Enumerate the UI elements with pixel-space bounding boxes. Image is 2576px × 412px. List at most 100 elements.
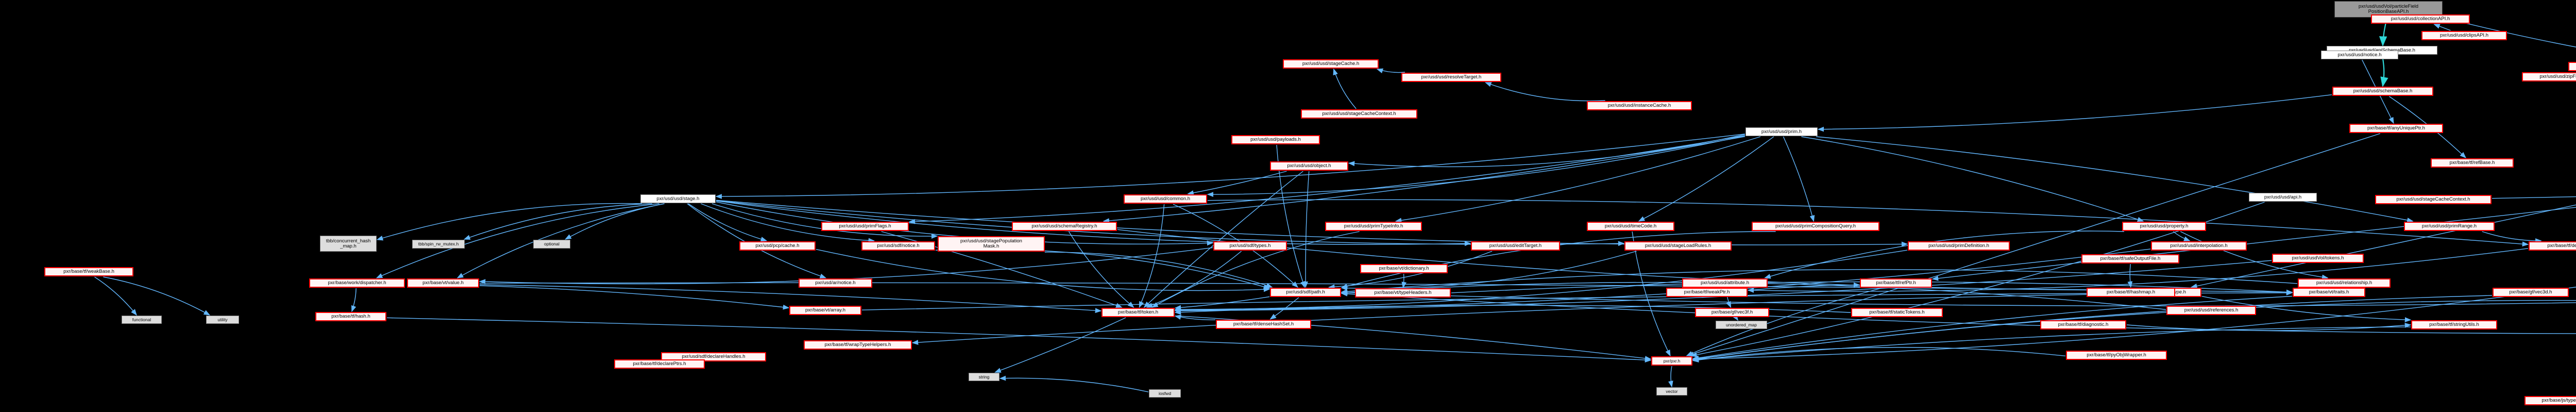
graph-node[interactable]: pxr/usd/usd/property.h	[2122, 222, 2206, 231]
graph-node[interactable]: pxr/base/tf/hash.h	[315, 312, 386, 321]
graph-node[interactable]: pxr/usd/usd/schemaBase.h	[2332, 87, 2433, 96]
graph-edge	[2126, 323, 2412, 331]
graph-node[interactable]: pxr/base/tf/staticTokens.h	[1851, 308, 1943, 317]
graph-node[interactable]: pxr/usd/usd/relationship.h	[2298, 278, 2391, 288]
graph-edge	[1816, 136, 2414, 223]
graph-node[interactable]: pxr/base/tf/anyUniquePtr.h	[2349, 124, 2443, 133]
graph-node[interactable]: pxr/base/tf/stringUtils.h	[2411, 320, 2497, 329]
graph-node[interactable]: pxr/usd/sdf/path.h	[1270, 288, 1341, 297]
graph-edge	[999, 375, 1149, 392]
graph-edge	[463, 203, 652, 240]
graph-edge	[711, 203, 938, 239]
graph-node[interactable]: pxr/base/tf/denseHashSet.h	[1216, 320, 1311, 329]
graph-node[interactable]: pxr/usd/usd/payloads.h	[1231, 135, 1320, 144]
graph-edge	[1174, 315, 1216, 320]
graph-edge	[1376, 68, 1405, 74]
graph-node[interactable]: pxr/usd/usd/stageCache.h	[1283, 59, 1379, 69]
graph-edge	[1668, 366, 1673, 388]
graph-node[interactable]: iosfwd	[1149, 389, 1181, 398]
graph-node[interactable]: pxr/base/tf/weakPtr.h	[1666, 288, 1748, 297]
graph-node[interactable]: pxr/base/tf/refBase.h	[2431, 158, 2514, 168]
graph-edge	[1931, 207, 2576, 281]
graph-node[interactable]: pxr/base/tf/wrapTypeHelpers.h	[804, 340, 912, 350]
graph-node[interactable]: pxr/usd/usd/timeCode.h	[1587, 222, 1674, 231]
graph-edge	[386, 317, 1652, 363]
graph-node[interactable]: pxr/usd/usd/schemaRegistry.h	[1012, 222, 1117, 231]
graph-node[interactable]: pxr/usd/usd/crateInfo.h	[2568, 62, 2576, 71]
graph-node[interactable]: pxr/base/tf/pyObjWrapper.h	[2066, 351, 2167, 360]
graph-edge	[2433, 24, 2451, 31]
graph-edge	[994, 317, 1126, 373]
graph-node[interactable]: pxr/usd/usd/primCompositionQuery.h	[1752, 222, 1879, 231]
graph-node[interactable]: pxr/usd/usd/notice.h	[2321, 51, 2398, 59]
graph-node[interactable]: pxr/usd/sdf/notice.h	[861, 241, 935, 251]
graph-node[interactable]: pxr/usd/usd/prim.h	[1745, 127, 1818, 136]
graph-edge	[1732, 314, 1739, 321]
graph-edge	[2127, 263, 2133, 288]
graph-edge	[479, 285, 790, 310]
graph-node[interactable]: pxr/usd/ar/notice.h	[799, 278, 872, 288]
graph-node[interactable]: pxr/usd/usd/stageCacheContext.h	[2375, 195, 2492, 204]
graph-edge	[1143, 171, 1303, 308]
graph-node[interactable]: pxr/usd/usd/object.h	[1270, 161, 1348, 171]
graph-edge	[2380, 55, 2388, 88]
graph-node[interactable]: pxr/pxr.h	[1651, 356, 1692, 366]
graph-node[interactable]: pxr/usd/usd/primRange.h	[2404, 222, 2495, 231]
graph-node[interactable]: pxr/base/gf/vec3d.h	[2493, 288, 2569, 297]
graph-node[interactable]: pxr/usd/usd/attribute.h	[1682, 278, 1768, 288]
graph-node[interactable]: pxr/usd/usd/interpolation.h	[2151, 241, 2247, 251]
graph-node[interactable]: pxr/usd/usd/stageCacheContext.h	[1301, 109, 1417, 119]
graph-node[interactable]: pxr/usd/sdf/types.h	[1213, 241, 1287, 251]
graph-node[interactable]: tbb/concurrent_hash _map.h	[320, 236, 377, 252]
graph-node[interactable]: pxr/usd/usd/stageLoadRules.h	[1624, 241, 1732, 251]
graph-node[interactable]: pxr/usd/usd/primFlags.h	[821, 222, 909, 231]
graph-edge	[1341, 291, 2576, 334]
graph-node[interactable]: pxr/usd/usd/resolveTarget.h	[1401, 73, 1501, 82]
graph-node[interactable]: pxr/base/tf/refPtr.h	[1860, 278, 1932, 288]
graph-edge	[351, 288, 357, 312]
graph-node[interactable]: optional	[533, 240, 570, 249]
graph-node[interactable]: tbb/spin_rw_mutex.h	[412, 240, 465, 249]
graph-node[interactable]: string	[969, 373, 999, 381]
graph-node[interactable]: pxr/base/tf/declarePtrs.h	[614, 359, 705, 369]
graph-node[interactable]: pxr/base/tf/safeOutputFile.h	[2081, 254, 2179, 263]
graph-node[interactable]: pxr/base/vt/dictionary.h	[1360, 264, 1448, 273]
graph-edge	[1783, 136, 1815, 222]
graph-edge	[911, 293, 2133, 345]
graph-node[interactable]: pxr/base/tf/weakBase.h	[44, 267, 133, 276]
graph-node[interactable]: functional	[122, 316, 162, 324]
graph-node[interactable]: pxr/usd/usdVol/tokens.h	[2272, 254, 2364, 263]
graph-node[interactable]: pxr/base/tf/declarePtrs.h	[2529, 241, 2576, 251]
graph-node[interactable]: pxr/base/tf/diagnostic.h	[2040, 320, 2126, 329]
graph-edge	[1638, 136, 1774, 222]
graph-node[interactable]: pxr/base/work/dispatcher.h	[309, 278, 405, 288]
graph-node[interactable]: pxr/base/vt/traits.h	[2293, 288, 2365, 297]
graph-node[interactable]: utility	[206, 316, 239, 324]
graph-node[interactable]: pxr/usd/usd/references.h	[2166, 306, 2256, 315]
graph-node[interactable]: pxr/usd/usd/collectionAPI.h	[2371, 14, 2470, 24]
graph-edge	[1117, 229, 2133, 293]
graph-node[interactable]: pxr/usd/usd/stage.h	[640, 194, 716, 203]
graph-edge	[861, 290, 2293, 310]
graph-node[interactable]: pxr/usd/usd/instanceCache.h	[1587, 101, 1692, 110]
graph-node[interactable]: pxr/usd/usd/api.h	[2249, 193, 2317, 202]
graph-node[interactable]: unordered_map	[1716, 321, 1767, 329]
graph-edge	[1341, 290, 2576, 306]
graph-node[interactable]: pxr/usd/usd/common.h	[1124, 194, 1207, 204]
graph-node[interactable]: pxr/base/js/types.h	[2524, 396, 2576, 405]
graph-node[interactable]: pxr/usd/pcp/cache.h	[739, 241, 816, 251]
graph-node[interactable]: pxr/usd/usd/primDefinition.h	[1908, 241, 2010, 251]
graph-node[interactable]: pxr/usd/usd/primTypeInfo.h	[1325, 222, 1422, 231]
graph-node[interactable]: pxr/base/tf/hashmap.h	[2087, 288, 2175, 297]
graph-node[interactable]: pxr/usd/usd/clipsAPI.h	[2421, 31, 2507, 40]
graph-node[interactable]: pxr/base/vt/typeHeaders.h	[1355, 288, 1451, 298]
graph-node[interactable]: pxr/usd/usd/stagePopulation Mask.h	[938, 236, 1045, 252]
graph-node[interactable]: pxr/usd/usd/editTarget.h	[1471, 241, 1560, 251]
graph-node[interactable]: pxr/base/tf/token.h	[1101, 308, 1175, 317]
graph-node[interactable]: pxr/base/vt/value.h	[407, 278, 479, 288]
graph-node[interactable]: pxr/base/gf/vec3f.h	[1695, 308, 1769, 317]
graph-edge	[1146, 251, 1242, 308]
graph-node[interactable]: pxr/base/vt/array.h	[789, 306, 861, 315]
graph-node[interactable]: vector	[1656, 387, 1687, 395]
graph-node[interactable]: pxr/usd/usd/zipFile.h	[2522, 72, 2576, 81]
